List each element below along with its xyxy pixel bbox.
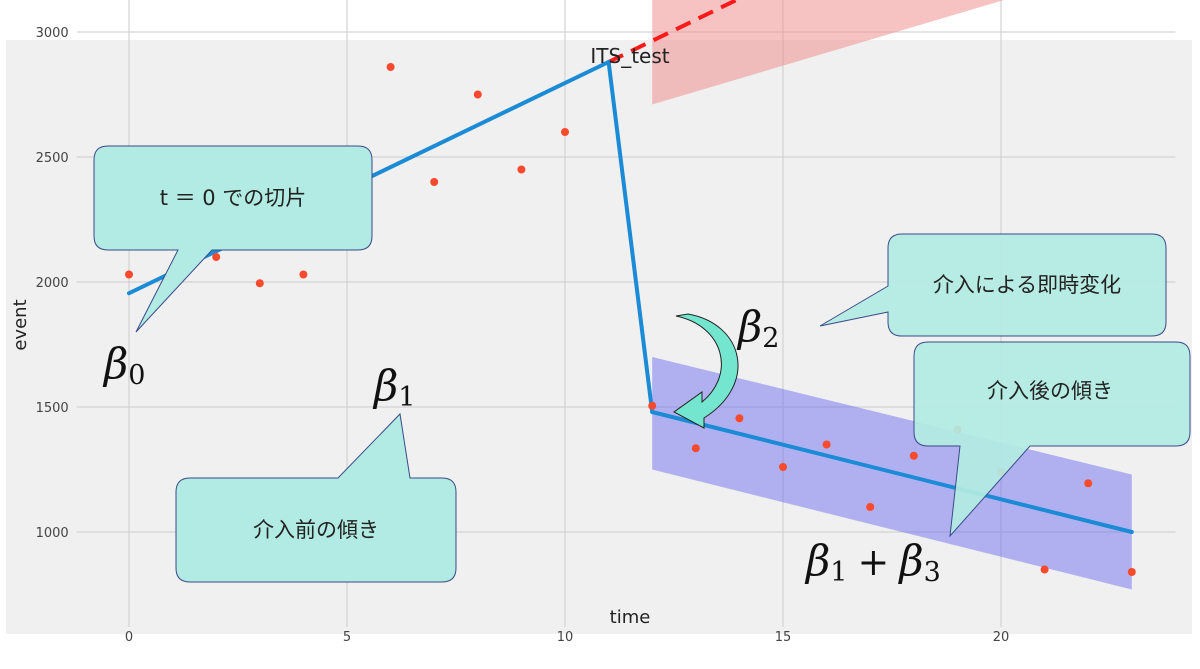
callout-post-slope-shape — [913, 341, 1191, 538]
beta1-label: β1 — [372, 361, 415, 413]
x-tick-label: 5 — [343, 630, 351, 645]
post-intervention-fit-line — [650, 410, 1134, 534]
y-tick-label: 1500 — [36, 401, 69, 416]
data-point — [299, 270, 308, 279]
counterfactual-band — [652, 0, 1004, 105]
data-point — [909, 451, 918, 460]
x-tick-label: 20 — [993, 630, 1010, 645]
data-point — [517, 165, 526, 174]
data-point — [255, 279, 264, 288]
intervention-drop-line — [606, 60, 655, 414]
data-point — [1040, 565, 1049, 574]
callout-intercept-text: t ＝ 0 での切片 — [160, 186, 307, 210]
y-tick-label: 3000 — [36, 26, 69, 41]
data-point — [430, 178, 439, 186]
data-point — [473, 90, 482, 99]
y-tick-label: 1000 — [36, 526, 69, 541]
y-tick-label: 2500 — [36, 151, 69, 166]
data-point — [386, 63, 395, 71]
x-tick-label: 0 — [125, 630, 133, 645]
data-point — [1084, 479, 1093, 488]
x-tick-label: 15 — [775, 630, 792, 645]
tick-labels: 0510152010001500200025003000350040004500 — [36, 26, 1010, 645]
callout-pre-slope-text: 介入前の傾き — [253, 518, 379, 542]
data-point — [561, 128, 569, 136]
callout-pre-slope: 介入前の傾き — [175, 412, 457, 583]
beta2-label: β2 — [736, 302, 779, 354]
data-point — [125, 270, 133, 279]
callout-post-slope: 介入後の傾き — [913, 341, 1191, 538]
data-point — [212, 253, 221, 261]
data-point — [735, 414, 744, 423]
x-tick-label: 10 — [557, 630, 574, 645]
data-point — [1127, 568, 1136, 576]
callout-post-slope-text: 介入後の傾き — [987, 379, 1113, 403]
data-point — [648, 401, 657, 410]
beta0-label: β0 — [102, 339, 145, 391]
callout-immediate-text: 介入による即時変化 — [933, 273, 1121, 297]
data-point — [822, 440, 831, 449]
curved-arrow — [673, 313, 739, 429]
y-axis-label: event — [10, 299, 31, 350]
data-point — [691, 444, 700, 453]
y-tick-label: 2000 — [36, 276, 69, 291]
callout-intercept-shape — [93, 145, 373, 333]
callout-intercept: t ＝ 0 での切片 — [93, 145, 373, 333]
callout-pre-slope-shape — [175, 412, 457, 583]
curved-arrow-shape — [673, 313, 739, 429]
callout-immediate: 介入による即時変化 — [819, 233, 1167, 337]
callout-immediate-shape — [819, 233, 1167, 337]
data-point — [866, 503, 875, 511]
data-point — [779, 463, 787, 471]
chart-title: ITS_test — [590, 44, 669, 68]
beta1-plus-beta3-label: β1 + β3 — [804, 536, 941, 588]
x-axis-label: time — [610, 607, 651, 628]
